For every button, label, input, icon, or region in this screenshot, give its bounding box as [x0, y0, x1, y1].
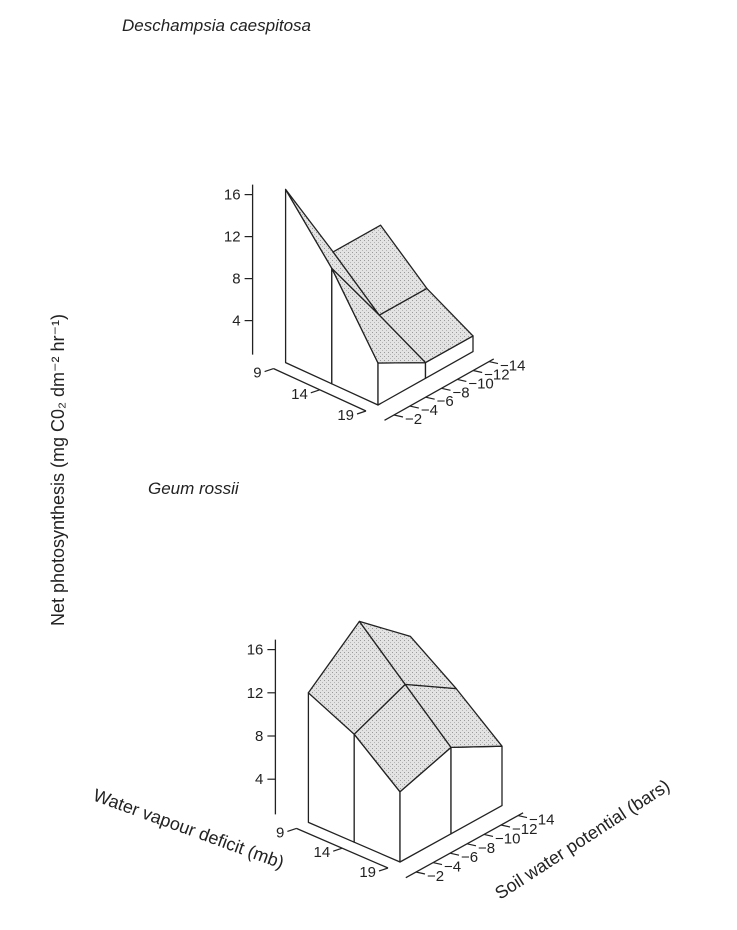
y-tick-label: −4 — [444, 859, 461, 876]
x-tick-mark — [287, 827, 297, 832]
x-axis-title: Water vapour deficit (mb) — [91, 785, 287, 873]
y-tick-mark — [415, 871, 426, 875]
x-tick-label: 19 — [359, 864, 376, 881]
y-tick-label: −8 — [453, 384, 470, 401]
x-tick-label: 9 — [276, 824, 284, 841]
x-tick-label: 9 — [253, 365, 261, 382]
panel-geum: Geum rossii 9 14 19 −2−4−6−8−10−12−14 4 8 12 16 — [148, 479, 554, 885]
x-tick-label: 14 — [291, 386, 308, 403]
y-axis-line — [384, 358, 495, 421]
z-tick-label: 12 — [224, 229, 241, 246]
panel-title: Geum rossii — [148, 479, 240, 498]
x-tick-mark — [310, 389, 320, 394]
surface-patch — [332, 224, 428, 316]
y-tick-label: −2 — [405, 411, 422, 428]
z-tick-label: 16 — [247, 642, 264, 659]
y-tick-label: −12 — [512, 821, 537, 838]
y-tick-label: −6 — [437, 393, 454, 410]
panel-deschampsia: Deschampsia caespitosa 9 14 19 −2−4−6−8−10−… — [122, 16, 525, 428]
surface-faces — [284, 188, 474, 406]
y-axis-line — [405, 812, 524, 879]
y-tick-mark — [425, 396, 435, 400]
z-tick-label: 8 — [255, 728, 263, 745]
y-tick-label: −6 — [461, 849, 478, 866]
surface-faces — [307, 620, 503, 863]
x-tick-label: 14 — [314, 844, 331, 861]
y-tick-mark — [457, 378, 467, 382]
y-tick-mark — [517, 815, 528, 819]
y-tick-mark — [409, 405, 419, 409]
y-tick-label: −10 — [468, 375, 493, 392]
y-tick-label: −14 — [529, 812, 554, 829]
axes: 9 14 19 −2−4−6−8−10−12−14 4 8 12 16 — [247, 639, 554, 885]
y-tick-label: −8 — [478, 840, 495, 857]
z-tick-label: 12 — [247, 685, 264, 702]
y-tick-label: −4 — [421, 402, 438, 419]
x-tick-mark — [264, 368, 274, 373]
x-tick-mark — [356, 410, 367, 415]
axes: 9 14 19 −2−4−6−8−10−12−14 4 8 12 16 — [224, 184, 525, 428]
y-tick-label: −12 — [484, 367, 509, 384]
y-tick-mark — [432, 862, 443, 866]
panel-title: Deschampsia caespitosa — [122, 16, 311, 35]
y-tick-mark — [488, 361, 499, 365]
x-tick-mark — [378, 867, 389, 872]
y-tick-mark — [500, 824, 511, 828]
y-tick-mark — [483, 833, 494, 837]
side-face-front — [377, 361, 427, 406]
y-tick-mark — [466, 843, 477, 847]
z-tick-label: 4 — [255, 771, 263, 788]
side-face-front — [450, 745, 503, 835]
y-tick-label: −10 — [495, 830, 520, 847]
y-tick-label: −14 — [500, 358, 525, 375]
side-face-left — [284, 188, 333, 385]
y-tick-mark — [393, 414, 404, 418]
y-tick-mark — [441, 387, 451, 391]
x-tick-label: 19 — [337, 407, 354, 424]
z-tick-label: 8 — [232, 271, 240, 288]
z-tick-label: 4 — [232, 313, 240, 330]
x-tick-mark — [333, 847, 343, 852]
surface-patch — [358, 620, 457, 690]
z-tick-label: 16 — [224, 187, 241, 204]
y-tick-mark — [473, 369, 483, 374]
z-axis-title: Net photosynthesis (mg C0₂ dm⁻² hr⁻¹) — [48, 314, 68, 626]
y-tick-label: −2 — [427, 868, 444, 885]
y-tick-mark — [449, 852, 460, 856]
